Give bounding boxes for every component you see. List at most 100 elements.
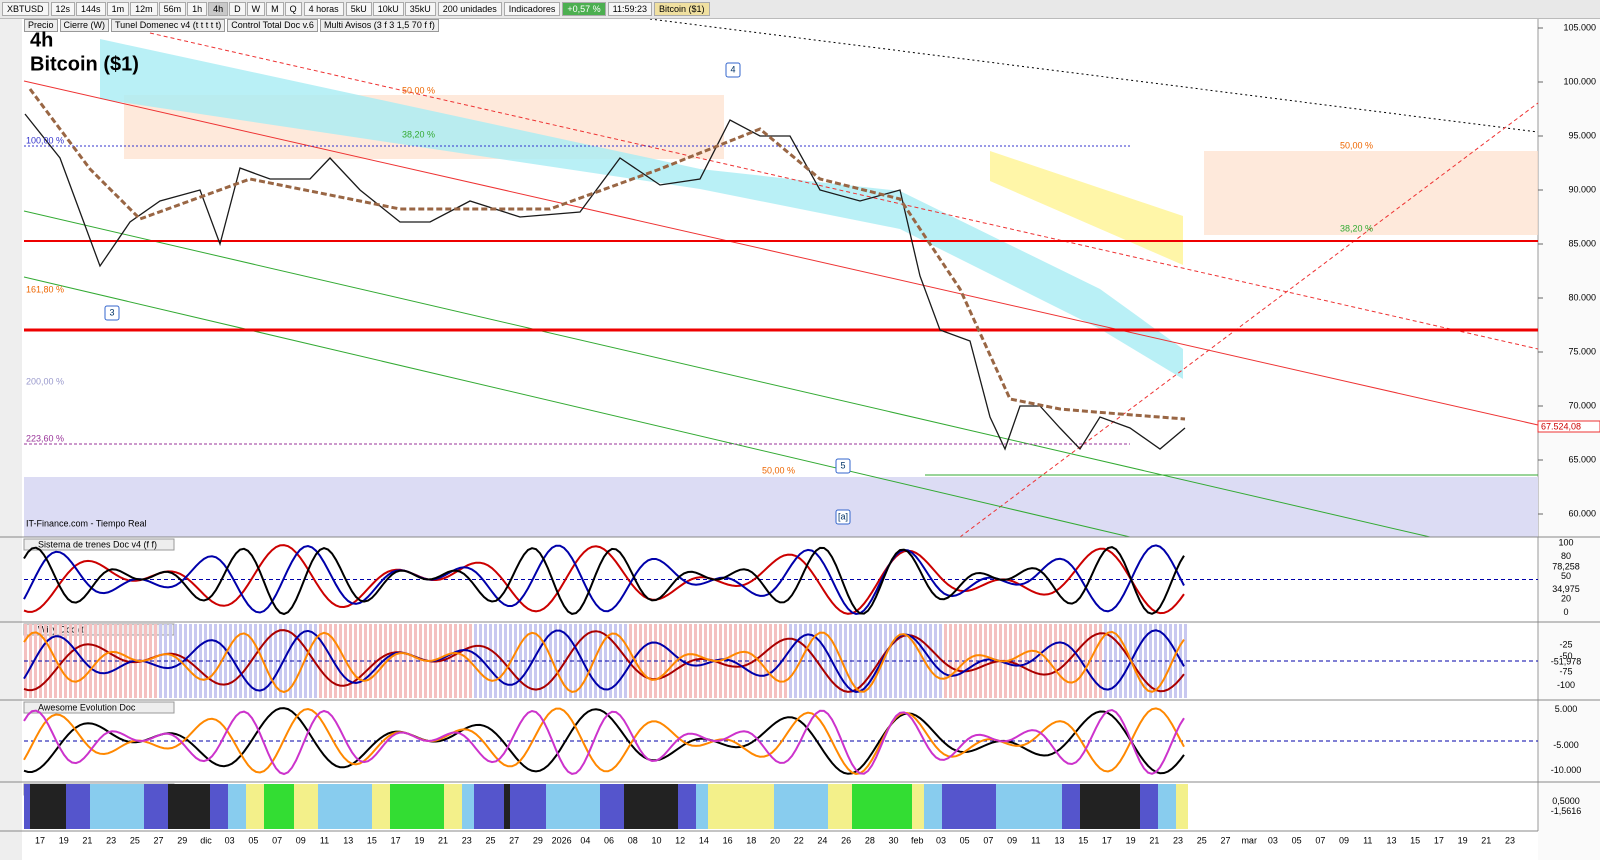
stripe	[769, 624, 772, 698]
stripe	[534, 784, 540, 829]
symbol[interactable]: XBTUSD	[2, 2, 49, 16]
zone	[1204, 151, 1538, 235]
stripe	[546, 784, 552, 829]
time-tick-label: 27	[509, 835, 519, 845]
fib-label: 223,60 %	[26, 433, 64, 443]
bars[interactable]: 200 unidades	[437, 2, 502, 16]
stripe	[840, 784, 846, 829]
stripe	[324, 784, 330, 829]
stripe	[648, 784, 654, 829]
interval-button[interactable]: 12s	[50, 2, 76, 16]
wave-label: 3	[109, 307, 114, 317]
stripe	[984, 784, 990, 829]
stripe	[1184, 624, 1187, 698]
stripe	[846, 784, 852, 829]
price-tag	[1537, 420, 1600, 433]
legend-item[interactable]: Multi Avisos (3 f 3 1,5 70 f f)	[319, 19, 439, 32]
stripe	[330, 784, 336, 829]
wave-label: [a]	[838, 511, 848, 521]
unit-button[interactable]: 5kU	[345, 2, 372, 16]
interval-button[interactable]: Q	[284, 2, 302, 16]
stripe	[672, 784, 678, 829]
stripe	[510, 784, 516, 829]
legend-item[interactable]: Control Total Doc v.6	[227, 19, 318, 32]
time-tick-label: 16	[723, 835, 733, 845]
stripe	[684, 784, 690, 829]
stripe	[64, 624, 67, 698]
stripe	[839, 624, 842, 698]
stripe	[222, 784, 228, 829]
stripe	[644, 624, 647, 698]
stripe	[762, 784, 768, 829]
stripe	[419, 624, 422, 698]
interval-button[interactable]: D	[229, 2, 246, 16]
stripe	[756, 784, 762, 829]
panel-axis-label: 5.000	[1555, 704, 1578, 714]
interval-button[interactable]: 12m	[130, 2, 158, 16]
interval-group: 12s 144s 1m 12m 56m 1h 4h D W M Q	[50, 2, 302, 16]
stripe	[258, 784, 264, 829]
time-tick-label: 29	[533, 835, 543, 845]
stripe	[819, 624, 822, 698]
time-tick-label: 14	[699, 835, 709, 845]
time-tick-label: 23	[1505, 835, 1515, 845]
stripe	[30, 784, 36, 829]
chart: 4h Bitcoin ($1) IT-Finance.com - Tiempo …	[0, 19, 1600, 860]
stripe	[1092, 784, 1098, 829]
stripe	[314, 624, 317, 698]
legend-item[interactable]: Tunel Domenec v4 (t t t t t)	[111, 19, 226, 32]
stripe	[1152, 784, 1158, 829]
trend-line	[959, 102, 1539, 538]
time-tick-label: 2026	[552, 835, 572, 845]
interval-button[interactable]: 4h	[208, 2, 229, 16]
fib-label: 200,00 %	[26, 376, 64, 386]
stripe	[996, 784, 1002, 829]
stripe	[180, 784, 186, 829]
interval-button[interactable]: W	[246, 2, 266, 16]
stripe	[522, 784, 528, 829]
stripe	[734, 624, 737, 698]
period[interactable]: 4 horas	[303, 2, 344, 16]
legend-item[interactable]: Precio	[24, 19, 58, 32]
time-tick-label: 15	[1078, 835, 1088, 845]
stripe	[1074, 784, 1080, 829]
stripe	[209, 624, 212, 698]
legend-item[interactable]: Cierre (W)	[59, 19, 110, 32]
stripe	[244, 624, 247, 698]
indicators[interactable]: Indicadores	[503, 2, 561, 16]
stripe	[749, 624, 752, 698]
interval-button[interactable]: 1h	[187, 2, 208, 16]
stripe	[259, 624, 262, 698]
price-tick-label: 65.000	[1568, 454, 1596, 464]
stripe	[990, 784, 996, 829]
stripe	[659, 624, 662, 698]
tool-strip	[0, 19, 22, 860]
price-tick-label: 85.000	[1568, 238, 1596, 248]
price-tick-label: 100.000	[1563, 76, 1596, 86]
time-tick-label: 25	[485, 835, 495, 845]
stripe	[629, 624, 632, 698]
stripe	[1002, 784, 1008, 829]
stripe	[492, 784, 498, 829]
wave-label: 5	[840, 460, 845, 470]
unit-button[interactable]: 35kU	[404, 2, 436, 16]
stripe	[210, 784, 216, 829]
stripe	[318, 784, 324, 829]
stripe	[126, 784, 132, 829]
wave-label: 4	[730, 64, 735, 74]
interval-button[interactable]: 1m	[106, 2, 130, 16]
stripe	[104, 624, 107, 698]
stripe	[1158, 784, 1164, 829]
time-tick-label: 21	[1149, 835, 1159, 845]
interval-button[interactable]: 56m	[158, 2, 187, 16]
time-tick-label: 11	[1031, 835, 1040, 845]
time-tick-label: 19	[59, 835, 69, 845]
unit-button[interactable]: 10kU	[372, 2, 404, 16]
stripe	[559, 624, 562, 698]
time-tick-label: 21	[82, 835, 92, 845]
interval-button[interactable]: 144s	[76, 2, 106, 16]
stripe	[870, 784, 876, 829]
stripe	[690, 784, 696, 829]
stripe	[396, 784, 402, 829]
interval-button[interactable]: M	[266, 2, 284, 16]
